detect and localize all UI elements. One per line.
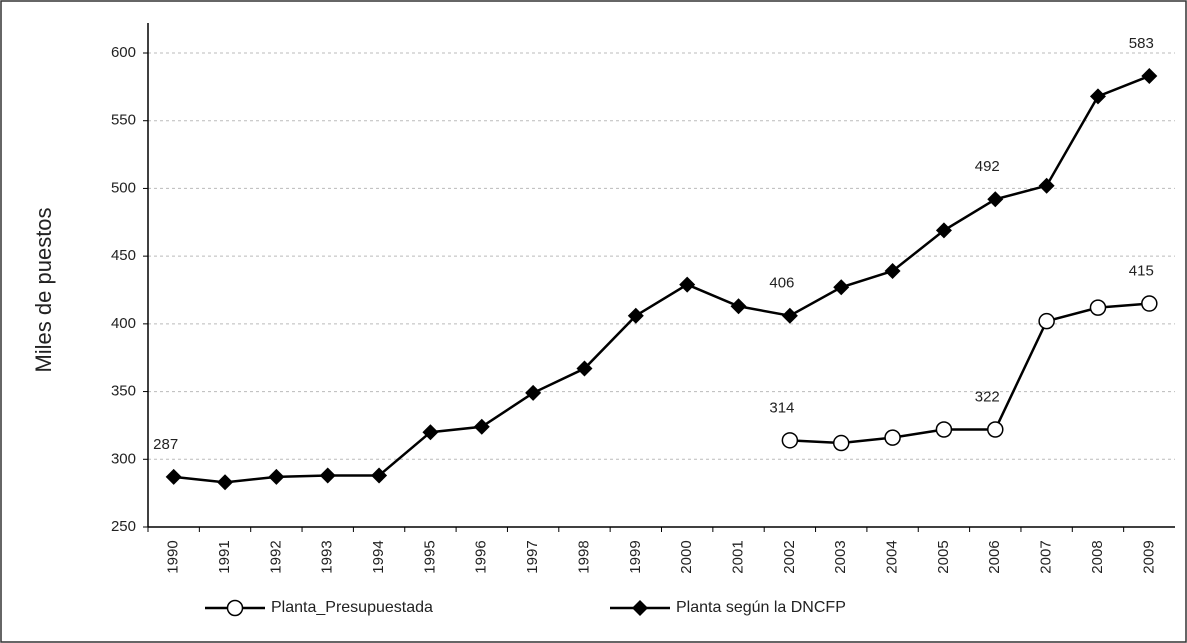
point bbox=[833, 279, 850, 296]
data-label: 492 bbox=[975, 158, 1000, 175]
point bbox=[832, 434, 850, 452]
point bbox=[781, 432, 799, 449]
x-tick-label: 1992 bbox=[267, 540, 284, 573]
point bbox=[935, 421, 953, 438]
y-tick-label: 400 bbox=[111, 315, 136, 332]
legend-marker bbox=[632, 600, 648, 616]
x-tick-label: 2006 bbox=[986, 540, 1003, 573]
point bbox=[1089, 88, 1106, 105]
y-tick-label: 600 bbox=[111, 44, 136, 61]
x-tick-label: 1998 bbox=[575, 540, 592, 573]
point bbox=[371, 467, 388, 484]
x-tick-label: 1994 bbox=[370, 540, 387, 573]
legend-label: Planta según la DNCFP bbox=[676, 599, 846, 616]
y-tick-label: 550 bbox=[111, 112, 136, 129]
series-line bbox=[173, 74, 1150, 484]
x-tick-label: 2000 bbox=[678, 540, 695, 573]
data-label: 583 bbox=[1129, 35, 1154, 52]
y-axis-label: Miles de puestos bbox=[31, 207, 56, 372]
point bbox=[1141, 68, 1158, 85]
x-tick-label: 1999 bbox=[627, 540, 644, 573]
x-tick-label: 2007 bbox=[1038, 540, 1055, 573]
x-tick-label: 2002 bbox=[781, 540, 798, 573]
series-line bbox=[789, 302, 1150, 445]
x-tick-label: 2008 bbox=[1089, 540, 1106, 573]
x-tick-label: 1991 bbox=[216, 540, 233, 573]
x-tick-label: 1995 bbox=[421, 540, 438, 573]
x-tick-label: 1997 bbox=[524, 540, 541, 573]
x-tick-label: 1990 bbox=[165, 540, 182, 573]
x-tick-label: 2003 bbox=[832, 540, 849, 573]
point bbox=[268, 468, 285, 485]
x-tick-label: 1996 bbox=[473, 540, 490, 573]
point bbox=[679, 276, 696, 293]
point bbox=[627, 307, 644, 324]
point bbox=[1038, 177, 1055, 194]
data-label: 406 bbox=[769, 275, 794, 292]
data-label: 322 bbox=[975, 388, 1000, 405]
y-tick-label: 300 bbox=[111, 450, 136, 467]
point bbox=[781, 307, 798, 324]
point bbox=[1038, 312, 1055, 330]
point bbox=[422, 424, 439, 441]
point bbox=[884, 263, 901, 280]
data-label: 415 bbox=[1129, 263, 1154, 280]
legend-label: Planta_Presupuestada bbox=[271, 599, 433, 616]
y-tick-label: 350 bbox=[111, 383, 136, 400]
point bbox=[319, 467, 336, 484]
y-tick-label: 500 bbox=[111, 179, 136, 196]
point bbox=[473, 418, 490, 435]
data-label: 287 bbox=[153, 436, 178, 453]
x-tick-label: 2004 bbox=[884, 540, 901, 573]
x-tick-label: 2009 bbox=[1140, 540, 1157, 573]
point bbox=[935, 222, 952, 239]
point bbox=[1141, 295, 1158, 312]
point bbox=[217, 474, 234, 491]
point bbox=[987, 421, 1004, 438]
point bbox=[525, 384, 542, 401]
point bbox=[884, 429, 901, 446]
legend-marker bbox=[226, 599, 244, 617]
point bbox=[730, 298, 747, 315]
point bbox=[987, 191, 1004, 208]
point bbox=[165, 468, 182, 485]
x-tick-label: 2001 bbox=[729, 540, 746, 573]
y-tick-label: 450 bbox=[111, 247, 136, 264]
point bbox=[1089, 299, 1107, 316]
point bbox=[576, 360, 593, 377]
x-tick-label: 2005 bbox=[935, 540, 952, 573]
x-tick-label: 1993 bbox=[319, 540, 336, 573]
data-label: 314 bbox=[769, 399, 794, 416]
y-tick-label: 250 bbox=[111, 518, 136, 535]
